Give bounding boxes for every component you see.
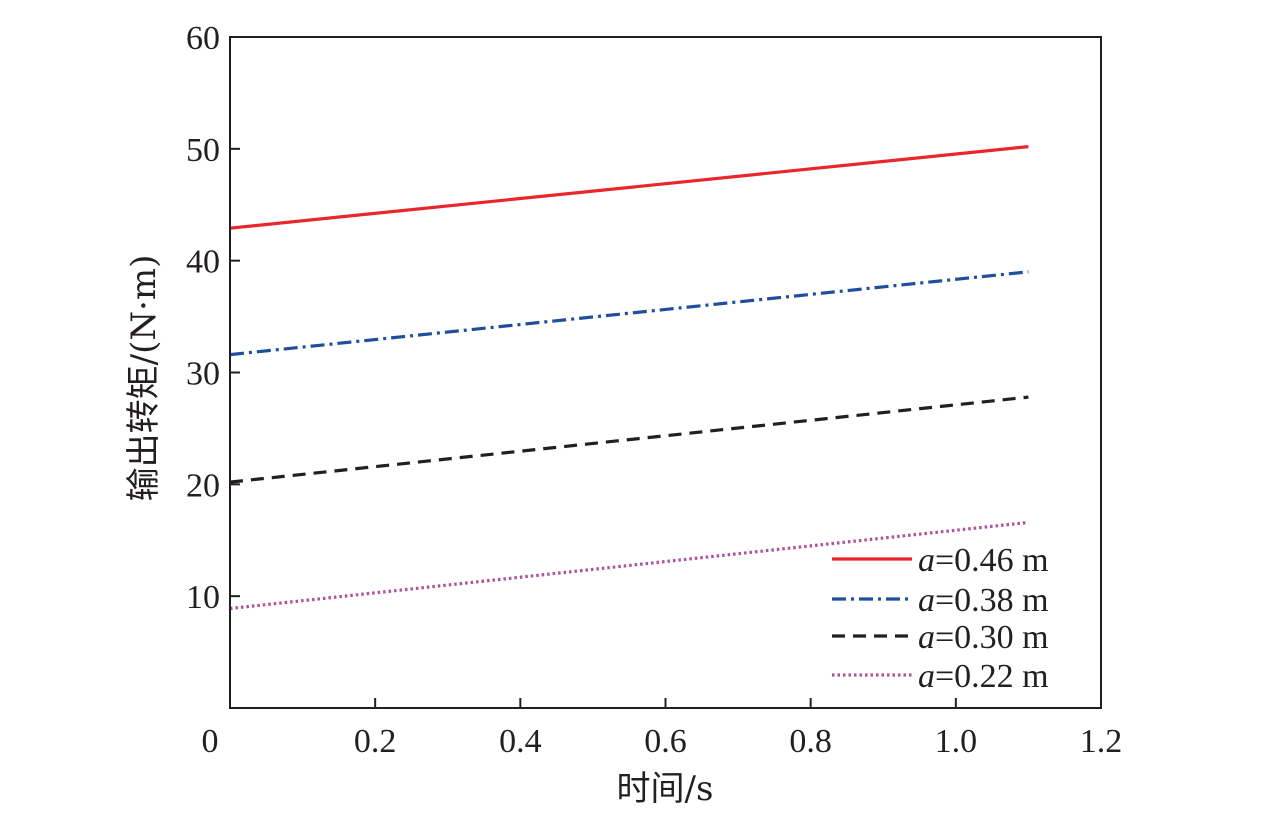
x-tick-label: 0.2 [354, 723, 397, 760]
legend: a=0.46 ma=0.38 ma=0.30 ma=0.22 m [832, 542, 1049, 695]
series-line-1 [229, 145, 1029, 230]
y-tick-label: 10 [186, 579, 220, 616]
x-tick-label: 0.6 [644, 723, 687, 760]
y-tick-label: 30 [186, 356, 220, 393]
y-tick-label: 20 [186, 467, 220, 504]
y-axis: 10 20 30 40 50 60 [186, 20, 240, 616]
plot-marks [229, 145, 1029, 611]
y-tick-label: 40 [186, 244, 220, 281]
x-tick-label: 0.4 [499, 723, 542, 760]
legend-label-3: a=0.30 m [918, 619, 1049, 656]
legend-label-4: a=0.22 m [918, 658, 1049, 695]
x-tick-label: 1.2 [1080, 723, 1123, 760]
x-axis: 0 0.2 0.4 0.6 0.8 1.0 1.2 [202, 698, 1123, 760]
y-axis-title: 输出转矩/(N·m) [124, 255, 164, 502]
legend-label-1: a=0.46 m [918, 542, 1049, 579]
series-line-2 [229, 270, 1029, 357]
series-line-3 [229, 395, 1029, 484]
y-tick-label: 50 [186, 132, 220, 169]
x-tick-label: 1.0 [935, 723, 978, 760]
series-line-4 [229, 520, 1029, 611]
legend-label-2: a=0.38 m [918, 582, 1049, 619]
x-tick-label: 0.8 [789, 723, 832, 760]
y-tick-label: 60 [186, 20, 220, 57]
x-tick-label: 0 [202, 723, 219, 760]
x-axis-title: 时间/s [617, 769, 714, 809]
